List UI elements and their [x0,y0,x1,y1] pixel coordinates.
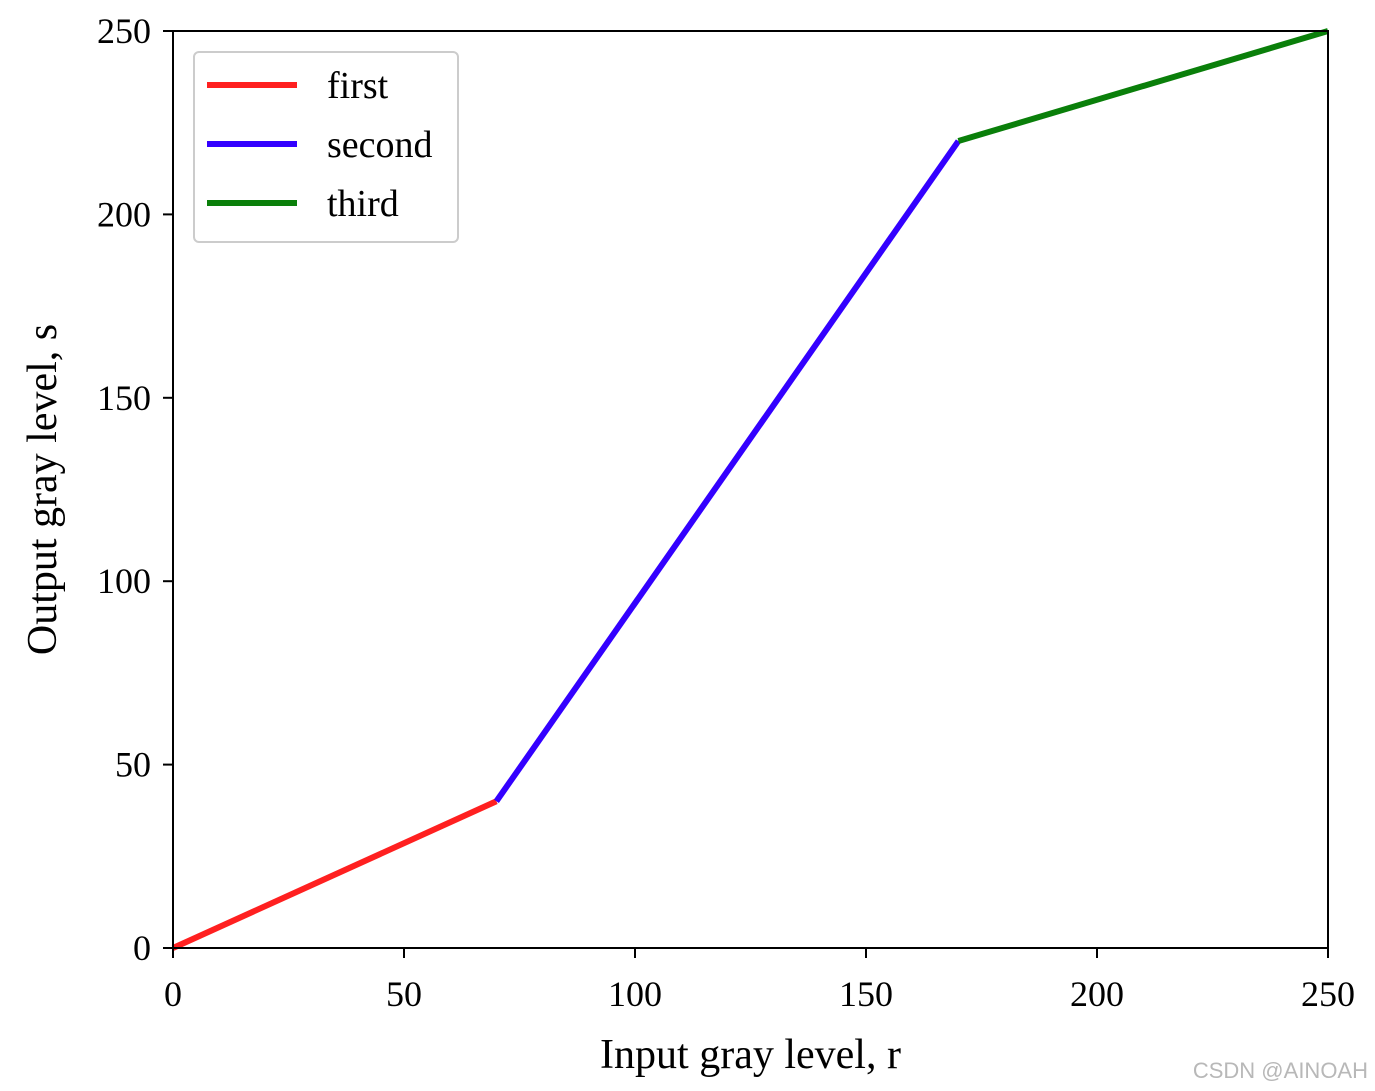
legend: first second third [193,51,459,243]
x-tick-label: 200 [1070,974,1124,1014]
watermark: CSDN @AINOAH [1193,1058,1368,1083]
y-axis-ticks: 0 50 100 150 200 250 [97,11,173,968]
y-tick-label: 250 [97,11,151,51]
legend-label-third: third [327,183,399,225]
x-tick-label: 100 [608,974,662,1014]
series-line-third [957,28,1329,144]
plot-frame [172,30,1329,949]
y-tick-label: 100 [97,561,151,601]
series-line-second [493,139,961,803]
y-tick-label: 150 [97,378,151,418]
x-axis-label: Input gray level, r [600,1032,901,1078]
series-layer [171,28,1329,951]
y-tick-label: 50 [115,745,151,785]
x-tick-label: 150 [839,974,893,1014]
legend-label-second: second [327,124,433,166]
x-tick-label: 250 [1301,974,1355,1014]
legend-box [193,51,459,243]
y-tick-label: 200 [97,194,151,234]
x-axis-ticks: 0 50 100 150 200 250 [164,948,1355,1014]
y-tick-label: 0 [133,928,151,968]
series-line-first [171,798,498,951]
y-axis-label: Output gray level, s [20,324,66,655]
x-tick-label: 50 [386,974,422,1014]
legend-label-first: first [327,65,389,107]
x-tick-label: 0 [164,974,182,1014]
